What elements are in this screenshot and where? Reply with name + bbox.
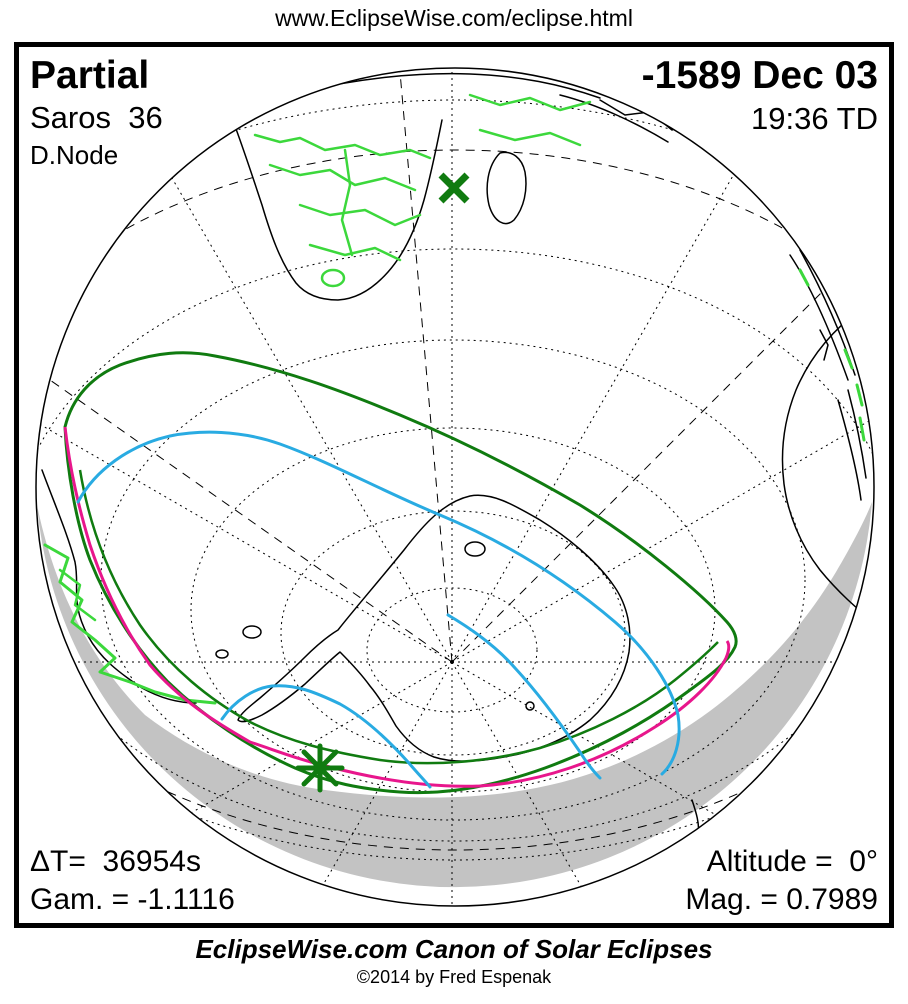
madagascar-coastline bbox=[486, 151, 527, 225]
australia-coastline bbox=[781, 299, 874, 621]
tasmania-coastline bbox=[841, 676, 859, 700]
antarctica-coastline bbox=[237, 494, 631, 762]
eclipse-date-label: -1589 Dec 03 bbox=[641, 54, 878, 97]
eclipse-map bbox=[35, 67, 875, 907]
inner-eclipse-limit-curve bbox=[78, 469, 719, 765]
gamma-label: Gam. = -1.1116 bbox=[30, 883, 235, 916]
night-shade-region bbox=[37, 502, 872, 888]
graticule-dashed-meridians bbox=[49, 71, 825, 663]
footer-title: EclipseWise.com Canon of Solar Eclipses bbox=[195, 934, 713, 964]
greatest-eclipse-star-icon bbox=[295, 743, 345, 793]
magnitude-label: Mag. = 0.7989 bbox=[685, 883, 878, 916]
graticule-meridians bbox=[40, 68, 870, 906]
globe-limb bbox=[35, 67, 875, 907]
footer-copyright: ©2014 by Fred Espenak bbox=[356, 967, 552, 987]
magnitude-contour-curves bbox=[76, 430, 681, 789]
sub-solar-x-icon bbox=[438, 172, 470, 204]
eclipse-time-label: 19:36 TD bbox=[751, 101, 878, 136]
africa-coastline bbox=[231, 117, 443, 301]
eclipse-type-label: Partial bbox=[30, 54, 150, 97]
page-url-text: www.EclipseWise.com/eclipse.html bbox=[275, 5, 633, 31]
delta-t-label: ΔT= 36954s bbox=[30, 845, 201, 878]
altitude-label: Altitude = 0° bbox=[706, 845, 878, 878]
saros-label: Saros 36 bbox=[30, 100, 163, 135]
node-label: D.Node bbox=[30, 140, 119, 170]
graticule-dashed-parallel bbox=[36, 149, 874, 851]
coastlines bbox=[41, 72, 874, 871]
